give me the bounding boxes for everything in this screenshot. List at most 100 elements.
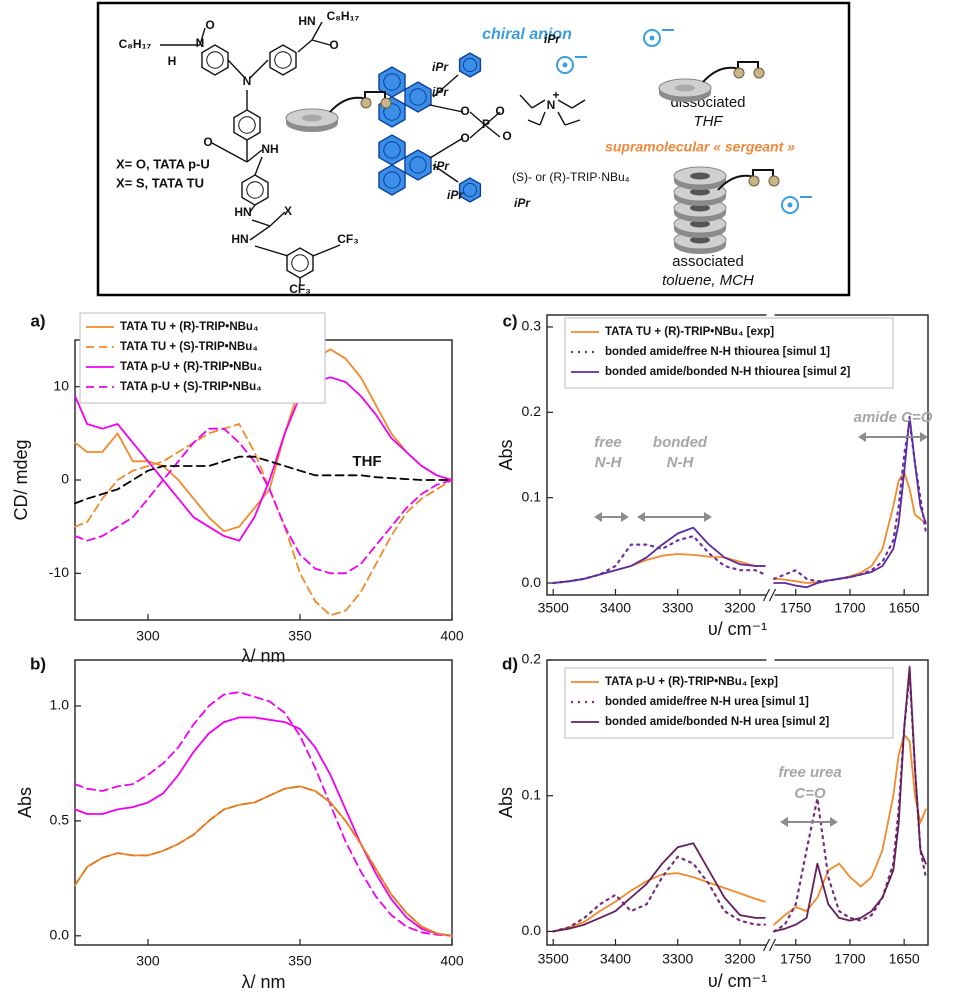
bond (432, 164, 459, 183)
bond (429, 104, 464, 113)
arrow-head (594, 512, 602, 522)
ring (233, 109, 261, 141)
axis-break (766, 658, 775, 662)
bead (360, 97, 372, 109)
arrow-head (621, 512, 629, 522)
trip-label: (S)- or (R)-TRIP·NBu₄ (512, 170, 630, 184)
x-tick-label: 300 (136, 628, 160, 644)
x-tick-label: 1650 (889, 600, 920, 616)
bond (429, 137, 464, 159)
y-tick-label: 0.0 (522, 574, 542, 590)
tata-label: X= S, TATA TU (116, 175, 204, 190)
ring-inner (246, 181, 264, 199)
x-tick-label: 3300 (662, 600, 693, 616)
bond (249, 204, 256, 213)
structure-label: C₈H₁₇ (327, 9, 360, 23)
structure-label: N (196, 36, 205, 50)
structure-label: iPr (514, 196, 531, 210)
series-line (74, 716, 453, 937)
ring-inner (383, 171, 401, 189)
bond (571, 99, 586, 109)
y-tick-label: 0.5 (50, 812, 70, 828)
structure-label: HN (231, 232, 248, 246)
plot-frame (546, 659, 929, 946)
legend-label: TATA TU + (R)-TRIP•NBu₄ (120, 321, 258, 333)
y-axis-title: CD/ mdeg (11, 439, 31, 520)
y-tick-label: 0.1 (522, 786, 542, 802)
ring-inner (274, 51, 292, 69)
annotation: N-H (667, 454, 695, 471)
legend-label: TATA p-U + (R)-TRIP•NBu₄ (120, 361, 262, 373)
scheme-frame (96, 1, 851, 297)
bond (564, 119, 581, 126)
anion-core (562, 62, 568, 68)
ring (404, 81, 432, 113)
series-line (552, 471, 927, 584)
y-tick-label: 0.2 (522, 651, 542, 667)
axis-break-mark (768, 938, 777, 952)
ring (378, 164, 406, 196)
legend-label: TATA p-U + (R)-TRIP•NBu₄ [exp] (605, 676, 778, 688)
ring (458, 52, 482, 78)
bond (484, 124, 501, 138)
x-tick-label: 3300 (662, 951, 693, 967)
bond (519, 94, 533, 109)
bond (249, 59, 269, 79)
bond (249, 225, 271, 241)
bond (254, 156, 263, 176)
y-tick-label: 0.0 (522, 922, 542, 938)
disk-hole (690, 220, 710, 228)
structure-label: CF₃ (289, 282, 311, 296)
structure-label: iPr (432, 85, 449, 99)
arrow-head (858, 432, 866, 442)
bracket (752, 169, 774, 178)
arrow-head (920, 432, 928, 442)
panel-label: c) (502, 311, 517, 330)
series-line (74, 376, 453, 542)
ring (269, 44, 297, 76)
ring-inner (409, 156, 427, 174)
structure-label: O (495, 104, 504, 118)
structure-label: C₈H₁₇ (119, 37, 152, 51)
ring-inner (462, 57, 478, 73)
bond (311, 39, 331, 46)
axis-break-mark (762, 938, 771, 952)
x-tick-label: 3400 (600, 600, 631, 616)
panel-label: a) (30, 311, 45, 330)
legend-label: bonded amide/bonded N-H urea [simul 2] (605, 716, 829, 728)
bead (753, 67, 765, 79)
axis-break-mark (762, 588, 771, 602)
y-tick-label: 0.0 (50, 927, 70, 943)
bead (748, 175, 760, 187)
bead (768, 175, 780, 187)
series-line (74, 427, 453, 575)
x-tick-label: 1700 (834, 600, 865, 616)
x-tick-label: 400 (440, 628, 464, 644)
bond (199, 27, 206, 46)
series-line (74, 785, 453, 937)
bead (380, 97, 392, 109)
bond (227, 59, 246, 79)
ring-inner (462, 182, 478, 198)
x-axis-title: λ/ nm (241, 972, 285, 992)
bond (484, 111, 501, 126)
structure-label: CF₃ (337, 232, 359, 246)
structure-label: O (205, 18, 214, 32)
associated-label: associated (672, 253, 744, 270)
y-axis-title: Abs (496, 439, 516, 470)
x-axis-title: λ/ nm (241, 646, 285, 666)
plot-frame (546, 314, 929, 596)
x-tick-label: 1750 (780, 951, 811, 967)
structure-label: O (203, 135, 212, 149)
x-tick-label: 1650 (889, 951, 920, 967)
ring-inner (206, 51, 224, 69)
y-tick-label: 0 (61, 471, 69, 487)
tata-label: X= O, TATA p-U (116, 156, 210, 171)
structure-label: P (482, 117, 490, 131)
ring-inner (291, 254, 309, 272)
solvent-label: toluene, MCH (662, 272, 754, 289)
ring (404, 149, 432, 181)
ring-inner (383, 141, 401, 159)
bond (251, 219, 271, 227)
